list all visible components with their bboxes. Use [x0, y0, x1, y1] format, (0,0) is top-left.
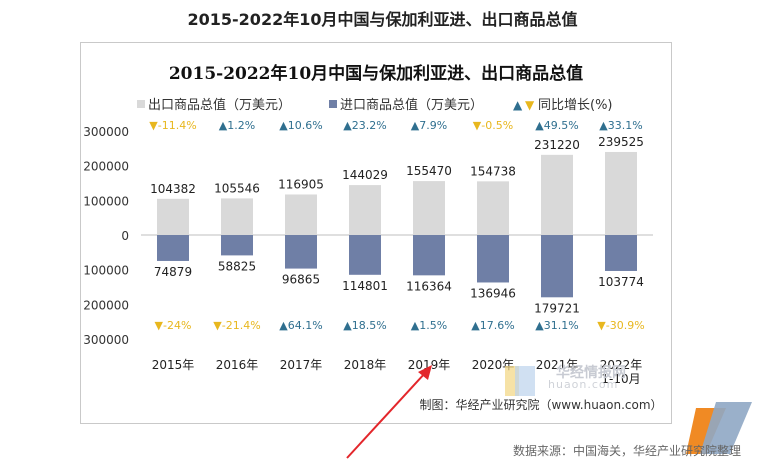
- chart-frame: 2015-2022年10月中国与保加利亚进、出口商品总值 出口商品总值（万美元）…: [80, 42, 672, 424]
- import-value-label: 116364: [406, 279, 452, 293]
- import-growth-label: ▲18.5%: [343, 319, 386, 332]
- export-growth-label: ▲33.1%: [599, 119, 642, 132]
- import-bar: [413, 235, 445, 276]
- import-value-label: 74879: [154, 265, 192, 279]
- page-title: 2015-2022年10月中国与保加利亚进、出口商品总值: [187, 10, 578, 29]
- y-tick-label: 200000: [83, 298, 129, 312]
- export-bar: [477, 181, 509, 235]
- x-tick-label: 2017年: [280, 358, 323, 372]
- x-tick-label: 2016年: [216, 358, 259, 372]
- legend-swatch-export: [137, 100, 145, 108]
- export-value-label: 154738: [470, 164, 516, 178]
- export-growth-label: ▲10.6%: [279, 119, 322, 132]
- export-growth-label: ▲49.5%: [535, 119, 578, 132]
- watermark-logo-icon: [505, 366, 535, 396]
- y-tick-label: 200000: [83, 160, 129, 174]
- legend-up-triangle-icon: ▲: [513, 98, 523, 112]
- import-value-label: 103774: [598, 275, 644, 289]
- export-bar: [605, 151, 637, 235]
- watermark-brand: 华经情报网: [556, 365, 626, 381]
- export-growth-label: ▲23.2%: [343, 119, 386, 132]
- legend-swatch-import: [329, 100, 337, 108]
- import-value-label: 179721: [534, 301, 580, 315]
- import-growth-label: ▲17.6%: [471, 319, 514, 332]
- legend-label-export: 出口商品总值（万美元）: [148, 97, 291, 113]
- y-tick-label: 300000: [83, 125, 129, 139]
- export-bar: [541, 154, 573, 235]
- chart-svg: 2015-2022年10月中国与保加利亚进、出口商品总值 出口商品总值（万美元）…: [83, 63, 662, 412]
- export-growth-label: ▼-0.5%: [473, 119, 513, 132]
- import-bar: [541, 235, 573, 298]
- import-growth-label: ▲64.1%: [279, 319, 322, 332]
- export-bar: [285, 194, 317, 235]
- import-bar: [157, 235, 189, 261]
- legend-label-import: 进口商品总值（万美元）: [340, 97, 483, 113]
- export-value-label: 239525: [598, 135, 644, 149]
- y-tick-label: 100000: [83, 264, 129, 278]
- import-value-label: 96865: [282, 273, 320, 287]
- export-growth-label: ▲7.9%: [411, 119, 447, 132]
- corner-logo-icon: [686, 402, 752, 454]
- export-value-label: 105546: [214, 181, 260, 195]
- export-growth-label: ▼-11.4%: [149, 119, 196, 132]
- export-value-label: 155470: [406, 164, 452, 178]
- labels: 104382 74879 ▼-11.4% ▼-24% 2015年 105546 58825 ▲…: [149, 119, 644, 386]
- watermark-url: huaon.com: [548, 378, 619, 391]
- export-bar: [221, 198, 253, 235]
- x-tick-label: 2022年: [600, 358, 643, 372]
- import-value-label: 136946: [470, 286, 516, 300]
- import-bar: [477, 235, 509, 283]
- x-tick-label: 2015年: [152, 358, 195, 372]
- y-tick-label: 300000: [83, 333, 129, 347]
- import-growth-label: ▼-30.9%: [597, 319, 644, 332]
- export-value-label: 116905: [278, 177, 324, 191]
- import-growth-label: ▼-24%: [155, 319, 192, 332]
- import-growth-label: ▲31.1%: [535, 319, 578, 332]
- x-tick-label: 2019年: [408, 358, 451, 372]
- x-tick-label: 1-10月: [601, 372, 640, 386]
- legend-down-triangle-icon: ▼: [525, 98, 535, 112]
- import-bar: [349, 235, 381, 275]
- export-value-label: 104382: [150, 182, 196, 196]
- export-bar: [349, 185, 381, 235]
- import-value-label: 58825: [218, 259, 256, 273]
- import-growth-label: ▲1.5%: [411, 319, 447, 332]
- export-growth-label: ▲1.2%: [219, 119, 255, 132]
- export-value-label: 144029: [342, 168, 388, 182]
- x-tick-label: 2020年: [472, 358, 515, 372]
- export-value-label: 231220: [534, 138, 580, 152]
- chart-title: 2015-2022年10月中国与保加利亚进、出口商品总值: [169, 63, 583, 84]
- source-note: 数据来源：中国海关，华经产业研究院整理: [512, 444, 741, 458]
- export-bar: [413, 181, 445, 235]
- import-bar: [605, 235, 637, 271]
- chart-credit: 制图：华经产业研究院（www.huaon.com）: [419, 397, 662, 412]
- legend-label-growth: 同比增长(%): [538, 98, 613, 113]
- import-value-label: 114801: [342, 279, 388, 293]
- bars: [157, 151, 637, 298]
- y-tick-label: 0: [121, 229, 129, 243]
- export-bar: [157, 198, 189, 235]
- x-tick-label: 2021年: [536, 358, 579, 372]
- legend: 出口商品总值（万美元） 进口商品总值（万美元） ▲ ▼ 同比增长(%): [137, 97, 613, 113]
- y-tick-label: 100000: [83, 194, 129, 208]
- import-bar: [285, 235, 317, 269]
- x-tick-label: 2018年: [344, 358, 387, 372]
- import-bar: [221, 235, 253, 256]
- import-growth-label: ▼-21.4%: [213, 319, 260, 332]
